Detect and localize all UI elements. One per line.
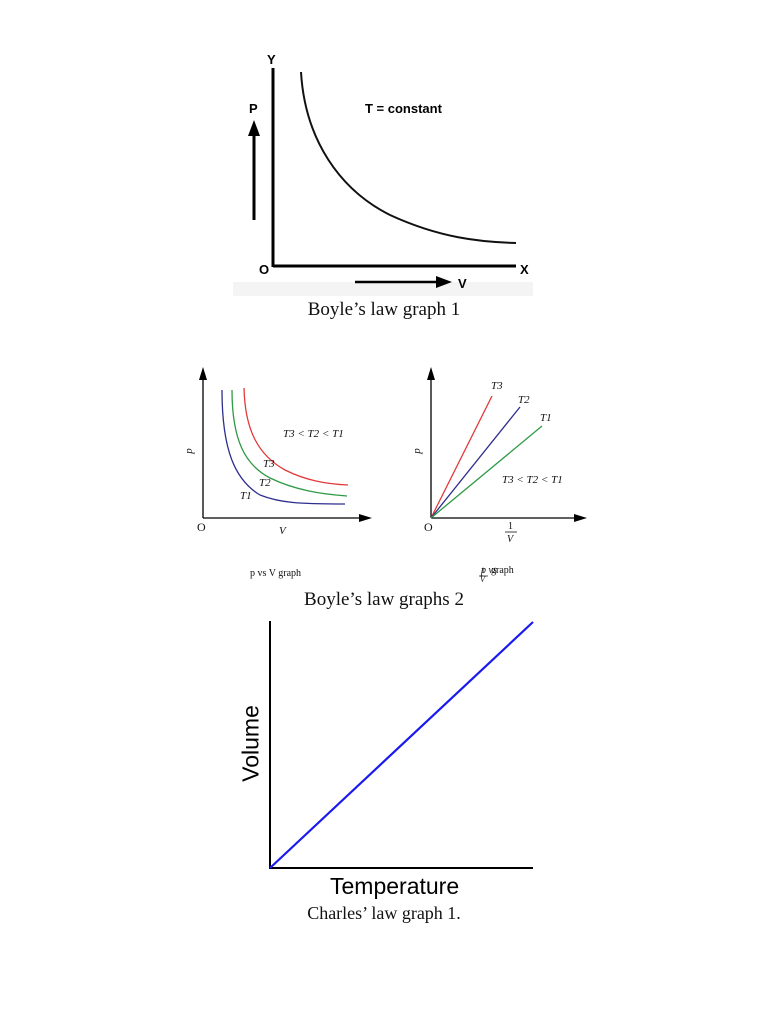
line-label-T1: T1 [540,412,552,424]
y-axis-label: Y [267,52,276,67]
ylabel-volume: Volume [237,705,264,782]
left-relation: T3 < T2 < T1 [283,428,344,440]
p-vs-inv-v-plot [427,367,587,577]
figure2-caption: Boyle’s law graphs 2 [304,589,464,610]
annotation: T = constant [365,101,442,116]
left-subcaption: p vs V graph [250,568,302,579]
graph1-background-band [233,282,533,296]
xlabel-temperature: Temperature [330,873,460,899]
v-label: V [458,276,467,291]
charles-plot [269,621,534,869]
right-origin: O [424,520,433,534]
label-T2: T2 [259,477,271,489]
figure3-caption: Charles’ law graph 1. [307,903,461,923]
origin-label: O [259,262,270,277]
figure1-caption: Boyle’s law graph 1 [307,299,461,320]
right-subcaption-frac-den: V [480,575,485,584]
p-vs-v-plot [199,367,372,522]
left-origin: O [197,520,206,534]
right-xlabel-num: 1 [508,521,513,532]
label-T3: T3 [263,458,275,470]
right-subcaption-pre: p vs [481,565,497,576]
right-relation: T3 < T2 < T1 [502,474,563,486]
right-subcaption-frac-num-visible: 1 [481,566,485,575]
right-subcaption-post: graph [491,565,514,576]
label-T1: T1 [240,490,252,502]
right-xlabel-den: V [507,534,514,545]
line-label-T3: T3 [491,380,503,392]
p-label: P [249,101,258,116]
x-axis-label: X [520,262,529,277]
left-xlabel: V [279,525,286,537]
line-label-T2: T2 [518,394,530,406]
graph1-plot [248,68,517,288]
